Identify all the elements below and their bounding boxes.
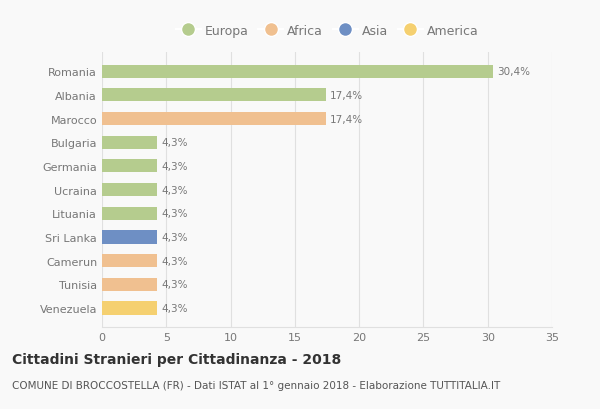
Text: 4,3%: 4,3% <box>161 209 188 219</box>
Text: 4,3%: 4,3% <box>161 280 188 290</box>
Text: 30,4%: 30,4% <box>497 67 530 77</box>
Text: 4,3%: 4,3% <box>161 185 188 195</box>
Bar <box>102 137 157 149</box>
Text: 17,4%: 17,4% <box>329 115 362 124</box>
Bar <box>102 65 493 79</box>
Bar <box>102 207 157 220</box>
Bar <box>102 89 326 102</box>
Text: 4,3%: 4,3% <box>161 138 188 148</box>
Bar <box>102 302 157 315</box>
Text: 4,3%: 4,3% <box>161 232 188 243</box>
Bar <box>102 113 326 126</box>
Text: 4,3%: 4,3% <box>161 303 188 313</box>
Legend: Europa, Africa, Asia, America: Europa, Africa, Asia, America <box>172 21 482 41</box>
Text: Cittadini Stranieri per Cittadinanza - 2018: Cittadini Stranieri per Cittadinanza - 2… <box>12 352 341 366</box>
Bar <box>102 254 157 267</box>
Text: 4,3%: 4,3% <box>161 256 188 266</box>
Bar <box>102 278 157 291</box>
Bar <box>102 184 157 197</box>
Text: COMUNE DI BROCCOSTELLA (FR) - Dati ISTAT al 1° gennaio 2018 - Elaborazione TUTTI: COMUNE DI BROCCOSTELLA (FR) - Dati ISTAT… <box>12 380 500 390</box>
Text: 4,3%: 4,3% <box>161 162 188 171</box>
Bar <box>102 160 157 173</box>
Bar <box>102 231 157 244</box>
Text: 17,4%: 17,4% <box>329 91 362 101</box>
